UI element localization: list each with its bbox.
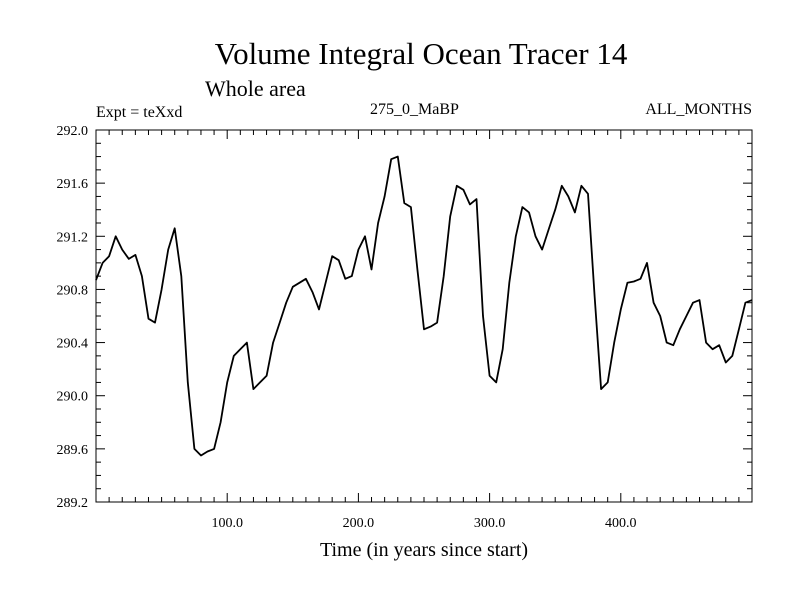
y-tick-label: 291.6 (57, 177, 89, 192)
plot-frame (95, 129, 753, 503)
chart-title: Volume Integral Ocean Tracer 14 (215, 36, 628, 71)
y-tick-label: 291.2 (57, 230, 89, 245)
y-tick-label: 290.4 (57, 337, 89, 352)
y-axis-tick-labels: 289.2 289.6 290.0 290.4 290.8 291.2 291.6 292.0 (57, 124, 89, 511)
x-tick-label: 300.0 (474, 516, 506, 531)
y-tick-label: 290.8 (57, 283, 89, 298)
x-tick-label: 100.0 (211, 516, 243, 531)
chart-subtitle: Whole area (205, 76, 306, 101)
y-tick-label: 289.2 (57, 496, 89, 511)
series-line (95, 155, 753, 457)
y-tick-label: 292.0 (57, 124, 89, 139)
x-tick-label: 400.0 (605, 516, 637, 531)
x-axis-tick-labels: 100.0 200.0 300.0 400.0 (211, 516, 636, 531)
y-tick-label: 289.6 (57, 443, 89, 458)
x-tick-label: 200.0 (343, 516, 375, 531)
annotation-experiment: Expt = teXxd (96, 104, 182, 121)
annotation-months: ALL_MONTHS (645, 101, 752, 118)
y-tick-label: 290.0 (57, 390, 89, 405)
x-axis-label: Time (in years since start) (320, 539, 528, 561)
x-axis-ticks (108, 130, 740, 502)
y-axis-ticks (96, 142, 752, 490)
annotation-period: 275_0_MaBP (370, 101, 459, 118)
